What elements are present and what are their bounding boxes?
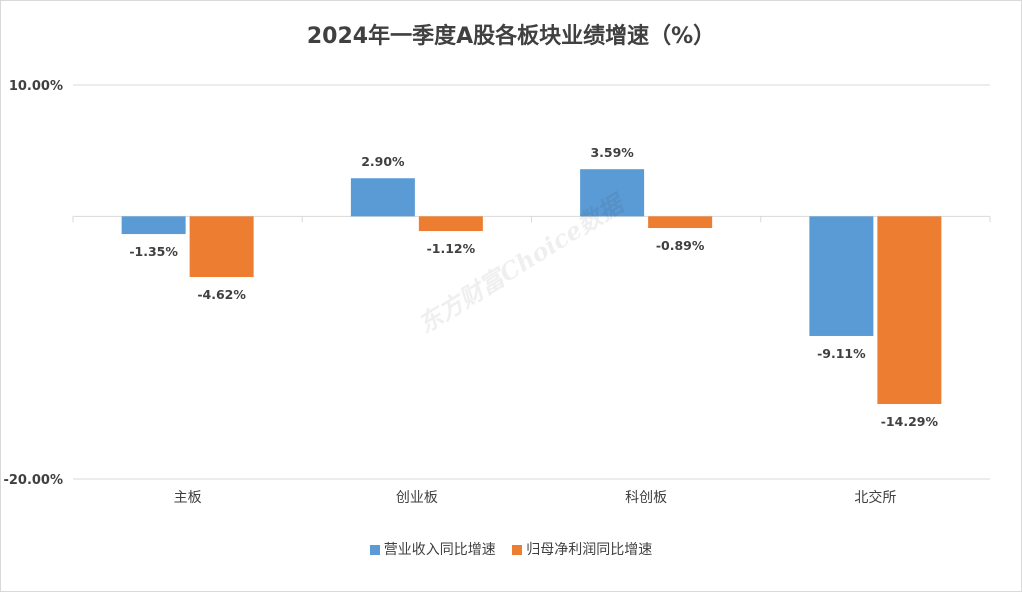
x-tick-label: 创业板 — [396, 490, 438, 506]
bar-revenue — [350, 178, 415, 217]
bar-profit — [189, 216, 254, 278]
y-tick-label: -20.00% — [3, 473, 63, 488]
legend-item-revenue: 营业收入同比增速 — [369, 539, 496, 559]
legend-item-profit: 归母净利润同比增速 — [512, 539, 652, 559]
bar-profit — [418, 216, 483, 232]
legend-label-profit: 归母净利润同比增速 — [526, 542, 653, 558]
bar-revenue — [121, 216, 186, 235]
bar-profit — [648, 216, 713, 229]
x-tick-label: 北交所 — [854, 489, 896, 506]
data-label: -0.89% — [656, 238, 705, 253]
legend-swatch-profit — [512, 545, 523, 555]
legend-label-revenue: 营业收入同比增速 — [383, 542, 496, 558]
data-label: -4.62% — [197, 287, 246, 302]
bar-revenue — [580, 169, 645, 217]
data-label: -14.29% — [881, 414, 939, 429]
legend: 营业收入同比增速 归母净利润同比增速 — [0, 539, 1022, 559]
bar-profit — [877, 216, 942, 405]
data-label: 2.90% — [361, 154, 405, 169]
data-label: 3.59% — [590, 145, 634, 160]
data-label: -1.35% — [129, 244, 178, 259]
y-tick-label: 10.00% — [9, 79, 63, 94]
legend-swatch-revenue — [369, 545, 380, 555]
x-tick-label: 科创板 — [625, 490, 667, 506]
chart-title: 2024年一季度A股各板块业绩增速（%） — [306, 24, 716, 49]
data-label: -1.12% — [427, 241, 476, 256]
data-label: -9.11% — [817, 346, 866, 361]
x-tick-label: 主板 — [174, 490, 202, 506]
bar-revenue — [809, 216, 874, 336]
